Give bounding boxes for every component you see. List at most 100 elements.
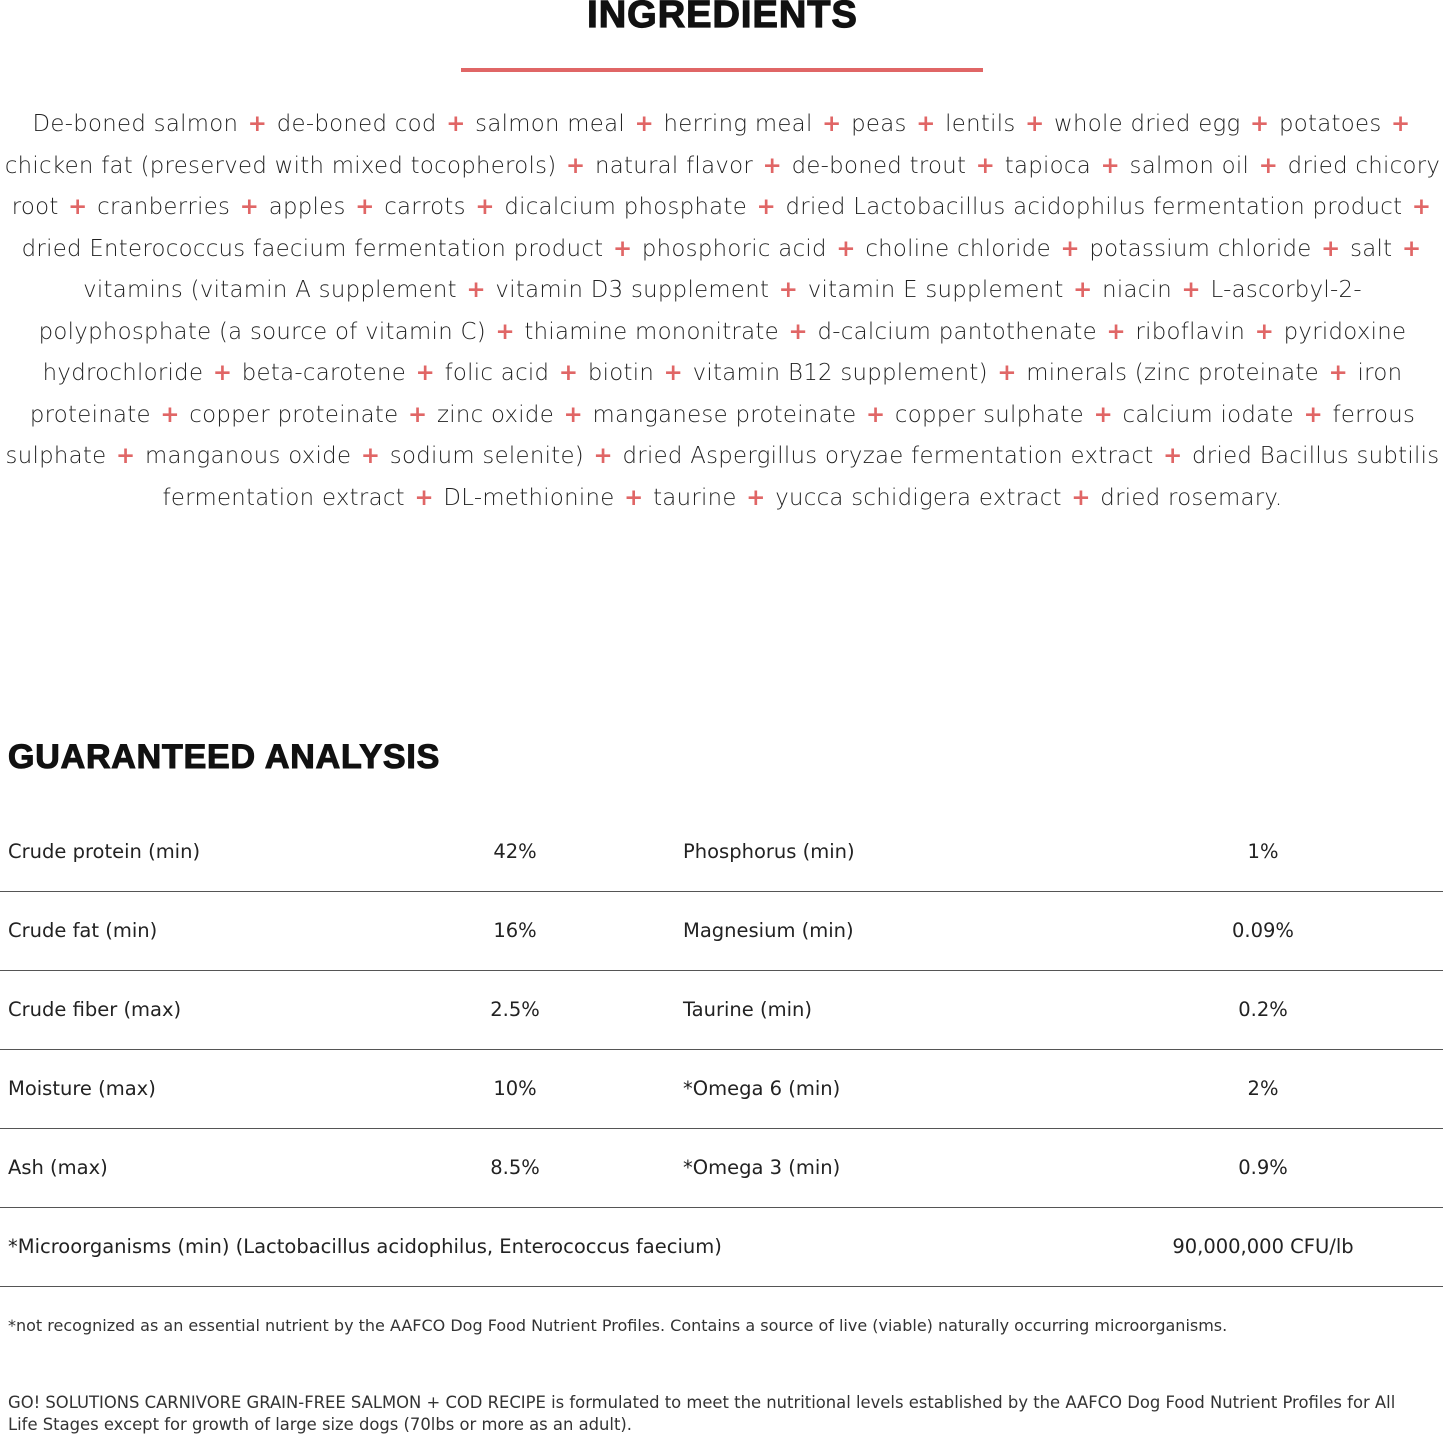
plus-separator-icon: + [1071,484,1091,511]
plus-separator-icon: + [1181,277,1201,303]
table-row-microorganisms: *Microorganisms (min) (Lactobacillus aci… [0,1208,1443,1287]
plus-separator-icon: + [247,111,268,137]
plus-separator-icon: + [762,152,783,179]
plus-separator-icon: + [415,360,436,386]
nutrient-label: *Omega 6 (min) [683,1077,841,1100]
ingredient-item: salmon meal [475,111,626,137]
plus-separator-icon: + [475,194,495,220]
ingredient-item: manganous oxide [144,443,352,469]
analysis-table: Crude protein (min) 42% Phosphorus (min)… [0,813,1443,1287]
ingredient-item: vitamin D3 supplement [495,277,770,303]
plus-separator-icon: + [1411,194,1432,220]
plus-separator-icon: + [612,235,633,262]
plus-separator-icon: + [1321,235,1341,262]
table-row: Moisture (max) 10% *Omega 6 (min) 2% [0,1050,1443,1129]
ingredient-item: tapioca [1004,152,1092,179]
ingredient-item: potatoes [1278,111,1382,137]
ingredient-item: natural flavor [594,152,754,179]
plus-separator-icon: + [1163,443,1183,469]
ingredient-item: carrots [384,194,466,220]
plus-separator-icon: + [788,318,808,345]
plus-separator-icon: + [563,401,583,428]
plus-separator-icon: + [407,401,428,428]
table-row: Crude protein (min) 42% Phosphorus (min)… [0,813,1443,892]
plus-separator-icon: + [566,152,586,179]
plus-separator-icon: + [624,484,644,511]
ingredient-item: folic acid [444,360,550,386]
nutrient-value: 8.5% [490,1156,540,1179]
ingredient-item: pyridoxine hydrochloride [42,318,1407,387]
ingredient-item: dried Aspergillus oryzae fermentation ex… [622,443,1154,469]
ingredient-item: manganese proteinate [592,401,857,428]
ingredient-item: beta-carotene [241,360,407,386]
nutrient-label: Ash (max) [8,1156,108,1179]
nutrient-value: 16% [493,919,537,942]
ingredient-item: copper proteinate [189,401,399,428]
plus-separator-icon: + [593,443,613,469]
ingredient-item: vitamins (vitamin A supplement [83,277,457,303]
plus-separator-icon: + [997,360,1017,386]
ingredient-item: dried Lactobacillus acidophilus fermenta… [785,194,1403,220]
nutrient-value: 0.09% [1232,919,1294,942]
ingredients-list: De-boned salmon + de-boned cod + salmon … [0,104,1445,519]
nutrient-label: Crude fiber (max) [8,998,182,1021]
ingredient-item: dried Enterococcus faecium fermentation … [21,235,604,262]
nutrient-value: 0.9% [1238,1156,1288,1179]
nutrient-label: Moisture (max) [8,1077,156,1100]
ingredient-item: d-calcium pantothenate [817,318,1097,345]
plus-separator-icon: + [160,401,180,428]
ingredient-item: taurine [653,484,737,511]
table-row: Crude fiber (max) 2.5% Taurine (min) 0.2… [0,971,1443,1050]
ingredient-item: De-boned salmon [32,111,239,137]
plus-separator-icon: + [865,401,886,428]
ingredient-item: minerals (zinc proteinate [1026,360,1320,386]
plus-separator-icon: + [355,194,375,220]
nutrient-label: Taurine (min) [683,998,812,1021]
ingredient-item: peas [851,111,907,137]
nutrient-label: Magnesium (min) [683,919,854,942]
plus-separator-icon: + [239,194,260,220]
plus-separator-icon: + [558,360,579,386]
plus-separator-icon: + [1258,152,1279,179]
plus-separator-icon: + [836,235,856,262]
ingredient-item: biotin [587,360,655,386]
plus-separator-icon: + [822,111,842,137]
plus-separator-icon: + [975,152,996,179]
ingredient-item: potassium chloride [1089,235,1312,262]
ingredient-item: lentils [945,111,1016,137]
title-underline [461,68,983,72]
plus-separator-icon: + [495,318,515,345]
aafco-statement: GO! SOLUTIONS CARNIVORE GRAIN-FREE SALMO… [8,1393,1396,1434]
ingredient-item: phosphoric acid [641,235,827,262]
plus-separator-icon: + [1391,111,1411,137]
ingredient-item: niacin [1102,277,1172,303]
nutrient-label: Phosphorus (min) [683,840,855,863]
ingredient-item: DL-methionine [443,484,615,511]
ingredient-item: vitamin E supplement [807,277,1064,303]
nutrient-value: 42% [493,840,537,863]
plus-separator-icon: + [1025,111,1045,137]
ingredient-item: zinc oxide [436,401,555,428]
plus-separator-icon: + [1401,235,1422,262]
plus-separator-icon: + [756,194,776,220]
ingredients-title: INGREDIENTS [587,0,858,37]
plus-separator-icon: + [68,194,88,220]
plus-separator-icon: + [916,111,936,137]
guaranteed-analysis-title: GUARANTEED ANALYSIS [7,737,441,776]
ingredient-item: copper sulphate [894,401,1085,428]
plus-separator-icon: + [1303,401,1323,428]
ingredient-item: herring meal [663,111,813,137]
nutrient-value: 10% [493,1077,537,1100]
plus-separator-icon: + [1328,360,1348,386]
ingredient-item: dried chicory root [11,152,1441,221]
plus-separator-icon: + [466,277,486,303]
ingredient-item: dicalcium phosphate [504,194,748,220]
ingredient-item: sodium selenite) [389,443,584,469]
plus-separator-icon: + [1060,235,1080,262]
plus-separator-icon: + [116,443,136,469]
nutrient-value: 1% [1247,840,1279,863]
plus-separator-icon: + [1250,111,1270,137]
plus-separator-icon: + [414,484,434,511]
nutrient-label: *Microorganisms (min) (Lactobacillus aci… [8,1235,722,1258]
ingredient-item: de-boned cod [276,111,437,137]
